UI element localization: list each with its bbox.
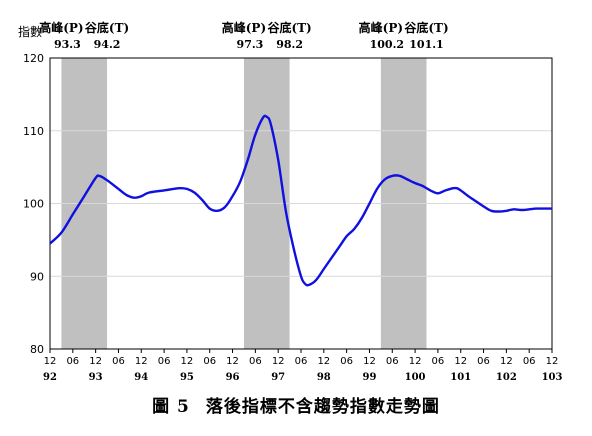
peak-date: 100.2 — [370, 38, 404, 51]
lagging-index-chart: 80 90 100 110 120 12 06 12 06 12 06 12 06 12 06 12 06 12 0… — [18, 20, 563, 383]
x-month-label: 06 — [203, 356, 216, 367]
x-month-label: 12 — [135, 356, 148, 367]
peak-label: 高峰(P) — [222, 20, 266, 35]
x-month-label: 06 — [432, 356, 445, 367]
peak-label: 高峰(P) — [39, 20, 83, 35]
trough-date: 98.2 — [276, 38, 303, 51]
x-month-label: 06 — [112, 356, 125, 367]
x-year-label: 100 — [405, 372, 426, 383]
x-year-label: 101 — [450, 372, 471, 383]
x-year-label: 95 — [180, 372, 194, 383]
x-year-label: 94 — [134, 372, 148, 383]
trough-date: 94.2 — [94, 38, 121, 51]
y-tick-label: 120 — [23, 52, 44, 65]
x-month-label: 12 — [181, 356, 194, 367]
figure-caption: 圖 5 落後指標不含趨勢指數走勢圖 — [0, 392, 592, 417]
y-axis-label: 指數 — [18, 24, 42, 39]
x-year-label: 97 — [271, 372, 285, 383]
x-month-label: 06 — [340, 356, 353, 367]
caption-number: 圖 5 — [152, 397, 190, 417]
x-month-label: 12 — [272, 356, 285, 367]
y-tick-label: 90 — [30, 270, 44, 283]
peak-date: 93.3 — [54, 38, 81, 51]
trough-date: 101.1 — [409, 38, 443, 51]
x-month-label: 06 — [158, 356, 171, 367]
x-month-label: 06 — [249, 356, 262, 367]
trough-label: 谷底(T) — [404, 20, 448, 35]
y-tick-label: 100 — [23, 198, 44, 211]
x-month-label: 12 — [44, 356, 57, 367]
x-month-label: 12 — [226, 356, 239, 367]
x-year-label: 96 — [226, 372, 240, 383]
x-month-label: 12 — [363, 356, 376, 367]
peak-label: 高峰(P) — [359, 20, 403, 35]
trough-label: 谷底(T) — [85, 20, 129, 35]
index-series-line — [49, 114, 553, 287]
x-year-label: 102 — [496, 372, 517, 383]
x-year-label: 98 — [317, 372, 331, 383]
x-month-label: 06 — [295, 356, 308, 367]
x-month-label: 12 — [500, 356, 513, 367]
x-year-label: 92 — [43, 372, 57, 383]
x-year-label: 93 — [89, 372, 103, 383]
x-month-label: 12 — [317, 356, 330, 367]
peak-date: 97.3 — [237, 38, 264, 51]
x-year-label: 103 — [542, 372, 563, 383]
x-month-label: 12 — [89, 356, 102, 367]
x-month-label: 06 — [523, 356, 536, 367]
x-month-label: 06 — [66, 356, 79, 367]
x-month-label: 12 — [454, 356, 467, 367]
caption-text: 落後指標不含趨勢指數走勢圖 — [205, 397, 440, 417]
x-month-label: 12 — [546, 356, 559, 367]
y-tick-label: 80 — [30, 343, 44, 356]
y-tick-label: 110 — [23, 125, 44, 138]
x-year-label: 99 — [362, 372, 376, 383]
x-month-label: 12 — [409, 356, 422, 367]
x-month-label: 06 — [477, 356, 490, 367]
x-month-label: 06 — [386, 356, 399, 367]
trough-label: 谷底(T) — [267, 20, 311, 35]
